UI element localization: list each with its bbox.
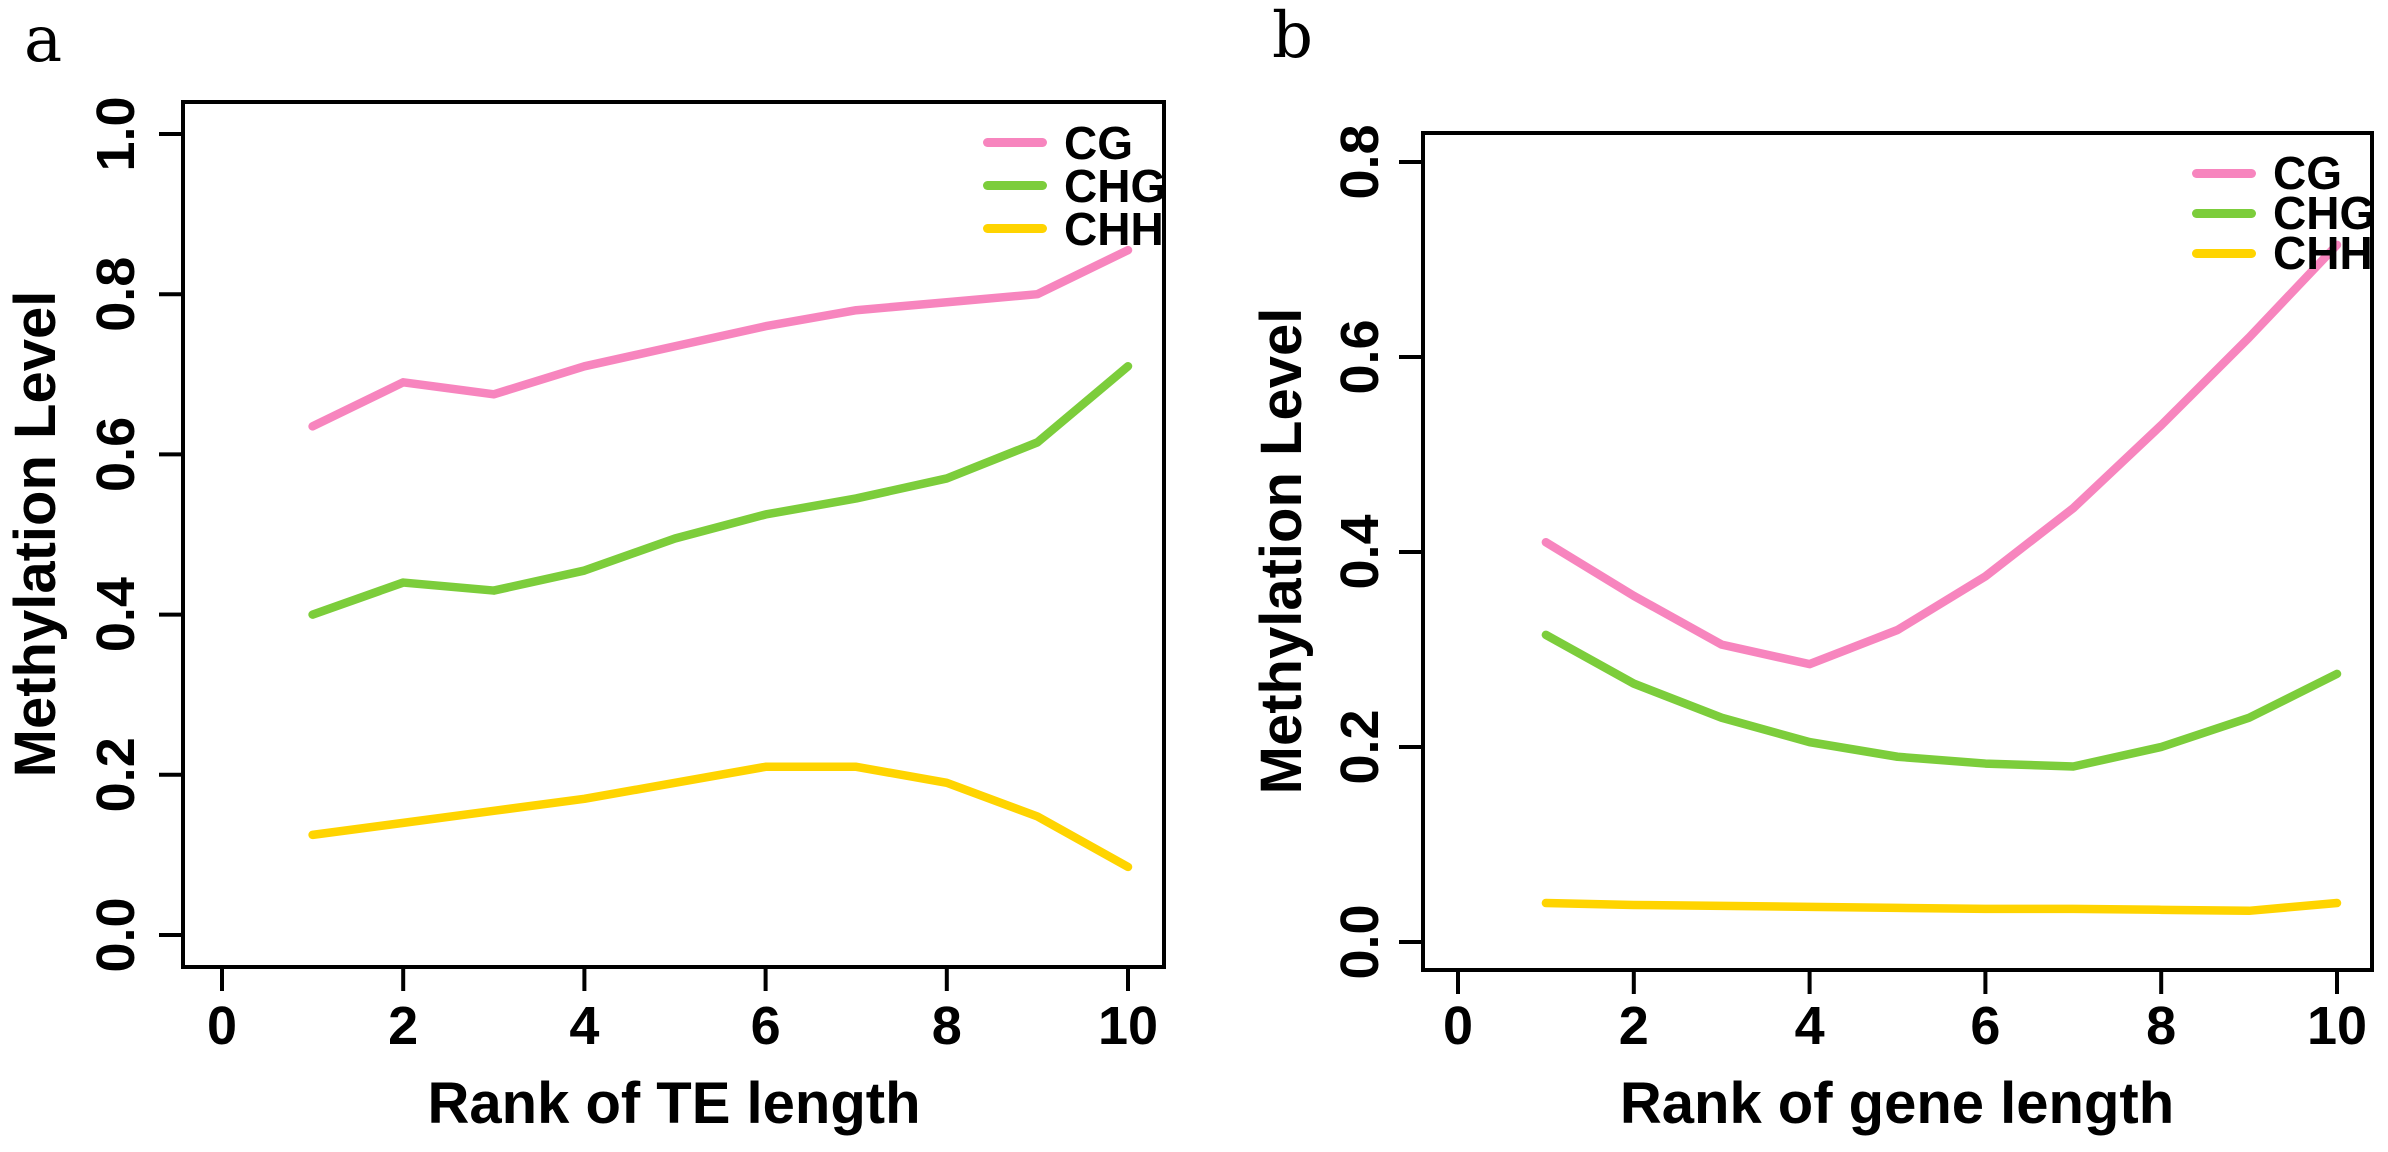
panel-b-y-tick-label-0.4: 0.4 (1330, 514, 1390, 589)
panel-a-letter: a (24, 3, 63, 77)
panel-b-x-tick-label-6: 6 (1970, 996, 2000, 1056)
panel-b-x-tick-label-0: 0 (1443, 996, 1473, 1056)
panel-b-series-chh-line (1541, 898, 2342, 916)
cg-line-swatch (983, 138, 1047, 147)
panel-b-y-tick-label-0.0: 0.0 (1330, 904, 1390, 979)
panel-a-x-tick-label-8: 8 (932, 996, 962, 1056)
panel-a-y-axis-title: Methylation Level (3, 290, 68, 778)
panel-b-y-tick-label-0.2: 0.2 (1330, 709, 1390, 784)
chg-line-swatch (983, 181, 1047, 190)
panel-a-axis-box (181, 100, 1166, 969)
chh-line-swatch (983, 224, 1047, 233)
panel-b-x-tick-label-8: 8 (2146, 996, 2176, 1056)
panel-b-plot-area: 0 2 4 6 8 10 0.0 0.2 0.4 0.6 0.8 (1330, 124, 2374, 1056)
panel-a-series-chg-line (308, 362, 1133, 619)
legend-label-cg: CG (2273, 147, 2342, 199)
panel-b-x-axis-title: Rank of gene length (1619, 1071, 2175, 1136)
panel-b-x-tick-label-10: 10 (2307, 996, 2367, 1056)
cg-line-swatch (2192, 168, 2256, 178)
panel-a-plot-area: 0 2 4 6 8 10 0.0 0.2 0.4 0.6 0.8 1.0 (86, 96, 1166, 1056)
legend-item-chg: CHG (983, 159, 1167, 212)
panel-a-y-tick-label-0.0: 0.0 (86, 897, 146, 972)
panel-b-x-tick-label-4: 4 (1795, 996, 1825, 1056)
panel-a-x-tick-label-2: 2 (388, 996, 418, 1056)
legend-item-chh: CHH (983, 202, 1166, 255)
panel-b-x-tick-label-2: 2 (1619, 996, 1649, 1056)
panel-b-y-axis-title: Methylation Level (1249, 307, 1314, 795)
legend-label-chh: CHH (2273, 227, 2373, 279)
chh-line-swatch (2192, 248, 2256, 258)
panel-b-y-tick-label-0.8: 0.8 (1330, 124, 1390, 199)
panel-a-x-tick-label-10: 10 (1098, 996, 1158, 1056)
panel-b-letter: b (1272, 0, 1313, 73)
panel-a-legend: CG CHG CHH (983, 116, 1167, 255)
panel-b-legend: CG CHG CHH (2192, 147, 2376, 279)
panel-a-y-tick-label-0.8: 0.8 (86, 257, 146, 332)
legend-label-chg: CHG (2273, 187, 2376, 239)
legend-item-cg: CG (2192, 147, 2375, 199)
legend-label-chg: CHG (1064, 159, 1167, 212)
panel-a-series-chh-line (308, 762, 1133, 872)
legend-label-cg: CG (1064, 116, 1133, 169)
panel-a-y-tick-label-0.2: 0.2 (86, 737, 146, 812)
panel-a-x-axis-title: Rank of TE length (427, 1071, 921, 1136)
panel-b-series-cg-line (1541, 240, 2342, 669)
panel-a-x-tick-label-4: 4 (569, 996, 599, 1056)
panel-a-y-tick-label-0.4: 0.4 (86, 577, 146, 652)
legend-item-chh: CHH (2192, 227, 2375, 279)
panel-a-series-cg-line (308, 245, 1133, 431)
panel-a-y-tick-label-0.6: 0.6 (86, 417, 146, 492)
panel-b-y-tick-label-0.6: 0.6 (1330, 319, 1390, 394)
legend-item-chg: CHG (2192, 187, 2376, 239)
panel-a-y-tick-label-1.0: 1.0 (86, 96, 146, 171)
panel-a-x-tick-label-6: 6 (751, 996, 781, 1056)
panel-b-series-chg-line (1541, 630, 2342, 771)
legend-label-chh: CHH (1064, 202, 1164, 255)
panel-a-x-tick-label-0: 0 (207, 996, 237, 1056)
legend-item-cg: CG (983, 116, 1166, 169)
chg-line-swatch (2192, 208, 2256, 218)
